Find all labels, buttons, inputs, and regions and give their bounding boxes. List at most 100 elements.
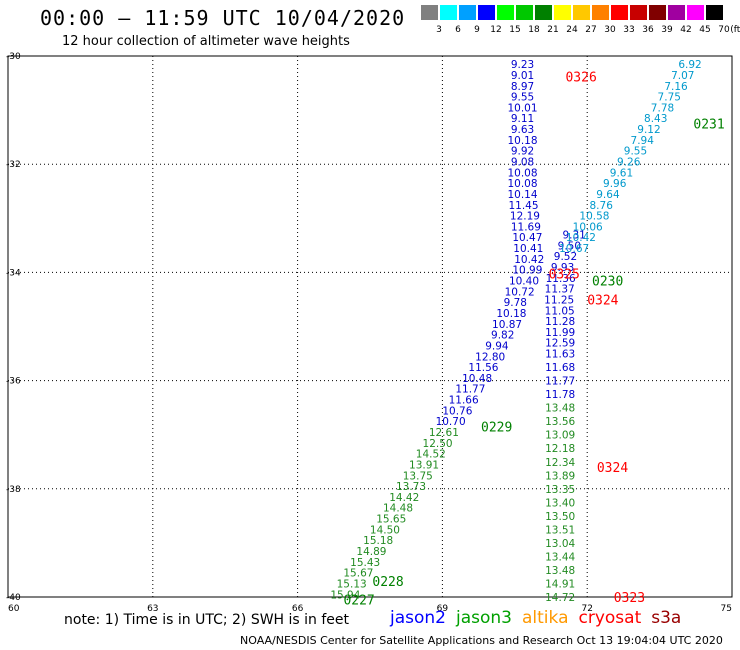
wave-height-jason3-13: 15.67 [343, 568, 373, 580]
wave-height-jason3-19: 12.18 [545, 443, 575, 455]
wave-height-altika-14: 10.58 [579, 211, 609, 223]
scale-label-3: 3 [436, 25, 442, 35]
wave-height-jason2-21: 10.72 [505, 286, 535, 298]
scale-label-24: 24 [566, 25, 578, 35]
scale-swatch-24 [554, 5, 571, 20]
mission-legend: jason2 jason3 altika cryosat s3a [390, 608, 691, 628]
scale-swatch-33 [611, 5, 628, 20]
lon-tick-label-75: 75 [721, 604, 732, 614]
wave-height-jason2-20: 10.40 [509, 276, 539, 288]
wave-height-jason3-9: 14.50 [370, 524, 400, 536]
wave-height-jason2-18: 10.42 [514, 254, 544, 266]
wave-height-jason3-6: 14.42 [389, 492, 419, 504]
wave-height-altika-12: 9.64 [596, 189, 620, 201]
wave-height-altika-17: 10.67 [559, 243, 589, 255]
lon-tick-label-69: 69 [437, 604, 449, 614]
legend-jason2: jason2 [390, 608, 446, 628]
scale-swatch-18 [516, 5, 533, 20]
scale-label-21: 21 [547, 25, 559, 35]
pass-time-label-0: 0326 [565, 71, 596, 86]
lat-tick-label--40: -40 [6, 593, 21, 603]
lon-tick-label-63: 63 [147, 604, 158, 614]
wave-height-altika-16: 10.42 [566, 232, 596, 244]
wave-height-altika-3: 7.75 [658, 92, 681, 104]
wave-height-jason2-9: 9.08 [511, 156, 534, 168]
legend-altika: altika [522, 608, 569, 628]
wave-height-jason2-31: 11.66 [449, 395, 479, 407]
wave-height-jason2-30: 11.77 [455, 384, 485, 396]
lat-tick-label--34: -34 [6, 268, 21, 278]
wave-height-jason3-14: 15.13 [337, 578, 367, 590]
wave-height-jason2-8: 9.92 [511, 146, 534, 158]
wave-height-altika-13: 8.76 [590, 200, 614, 212]
map-frame [7, 55, 733, 598]
scale-swatch-30 [592, 5, 609, 20]
wave-height-jason2-28: 11.56 [468, 362, 498, 374]
scale-label-30: 30 [604, 25, 616, 35]
wave-height-jason2-10: 10.08 [507, 167, 537, 179]
wave-height-jason2-17: 10.41 [513, 243, 543, 255]
wave-height-jason2-44: 12.59 [545, 338, 575, 350]
wave-height-altika-10: 9.61 [610, 167, 633, 179]
wave-height-jason2-42: 11.28 [545, 316, 575, 328]
pass-time-label-6: 0324 [597, 461, 628, 476]
scale-label-6: 6 [455, 25, 461, 35]
wave-height-jason2-43: 11.99 [545, 327, 575, 339]
scale-swatch-45 [687, 5, 704, 20]
wave-height-jason3-7: 14.48 [383, 503, 413, 515]
wave-height-jason3-5: 13.73 [396, 481, 426, 493]
scale-label-45: 45 [699, 25, 711, 35]
wave-height-jason3-29: 14.91 [545, 578, 575, 590]
wave-height-jason2-48: 11.78 [545, 389, 575, 401]
scale-label-39: 39 [661, 25, 673, 35]
wave-height-jason2-22: 9.78 [504, 297, 527, 309]
wave-height-jason2-35: 9.50 [558, 240, 581, 252]
map-title: 00:00 – 11:59 UTC 10/04/2020 [40, 6, 406, 30]
wave-height-jason3-17: 13.56 [545, 416, 575, 428]
wave-height-jason2-36: 9.52 [554, 251, 577, 263]
legend-jason3: jason3 [456, 608, 512, 628]
wave-height-jason2-12: 10.14 [507, 189, 537, 201]
wave-height-jason2-29: 10.48 [462, 373, 492, 385]
wave-height-jason2-15: 11.69 [511, 221, 541, 233]
wave-height-jason2-13: 11.45 [508, 200, 538, 212]
wave-height-altika-5: 8.43 [644, 113, 667, 125]
legend-cryosat: cryosat [578, 608, 642, 628]
wave-height-jason3-27: 13.44 [545, 551, 575, 563]
wave-height-jason3-20: 12.34 [545, 457, 575, 469]
wave-height-jason3-1: 12.50 [423, 438, 453, 450]
wave-height-jason2-3: 9.55 [511, 92, 534, 104]
wave-height-jason3-11: 14.89 [356, 546, 386, 558]
wave-height-jason2-27: 12.80 [475, 351, 505, 363]
wave-height-altika-9: 9.26 [617, 156, 641, 168]
wave-height-jason3-24: 13.50 [545, 511, 575, 523]
units-note: note: 1) Time is in UTC; 2) SWH is in fe… [64, 612, 350, 628]
wave-height-altika-7: 7.94 [631, 135, 655, 147]
wave-height-jason3-21: 13.89 [545, 470, 575, 482]
wave-height-jason2-40: 11.25 [544, 294, 574, 306]
lon-tick-label-66: 66 [292, 604, 304, 614]
wave-height-jason3-18: 13.09 [545, 430, 575, 442]
wave-height-jason2-1: 9.01 [511, 70, 534, 82]
wave-height-jason2-45: 11.63 [545, 349, 575, 361]
scale-swatch-9 [459, 5, 476, 20]
scale-swatch-15 [497, 5, 514, 20]
wave-height-jason2-37: 9.93 [551, 262, 574, 274]
scale-swatch-12 [478, 5, 495, 20]
lon-tick-label-72: 72 [581, 604, 592, 614]
pass-time-label-8: 0227 [343, 594, 374, 609]
wave-height-jason2-7: 10.18 [507, 135, 537, 147]
wave-height-jason3-15: 15.94 [330, 589, 360, 601]
wave-height-altika-11: 9.96 [603, 178, 627, 190]
wave-height-altika-8: 9.55 [624, 146, 647, 158]
pass-time-label-5: 0229 [481, 421, 512, 436]
lat-tick-label--30: -30 [6, 52, 21, 62]
wave-height-jason3-23: 13.40 [545, 497, 575, 509]
lon-tick-label-60: 60 [8, 604, 20, 614]
scale-label-18: 18 [528, 25, 540, 35]
scale-swatch-3 [421, 5, 438, 20]
scale-swatch-36 [630, 5, 647, 20]
scale-label-15: 15 [509, 25, 521, 35]
pass-time-label-1: 0231 [693, 118, 724, 133]
